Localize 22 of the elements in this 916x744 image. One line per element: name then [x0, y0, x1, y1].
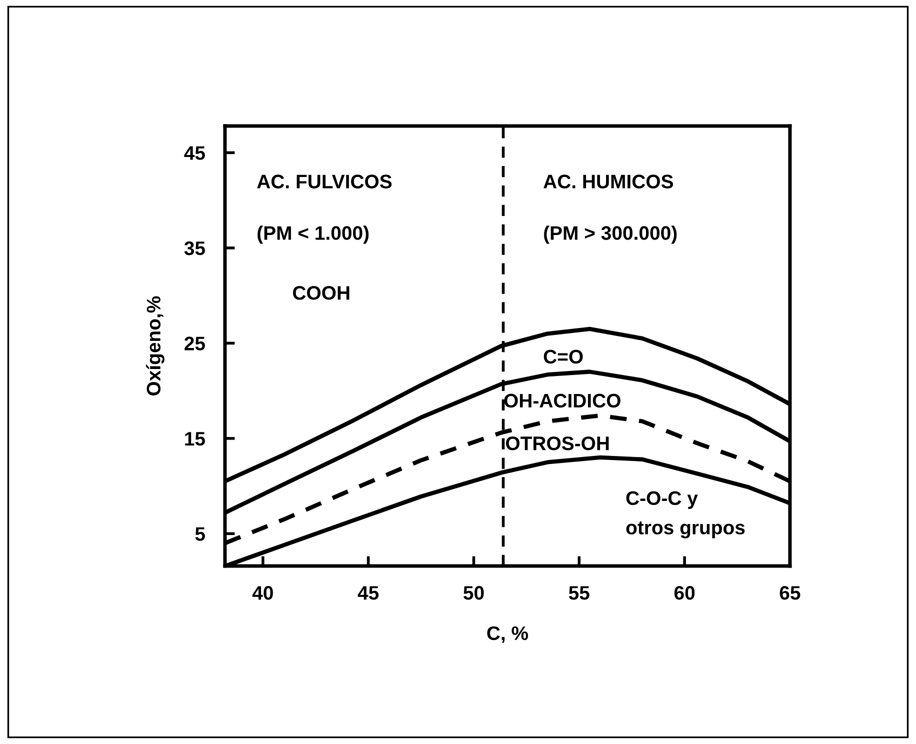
y-axis-title: Oxígeno,% — [146, 296, 164, 396]
x-tick-label: 45 — [358, 586, 379, 600]
annotation: (PM > 300.000) — [544, 226, 677, 244]
y-tick-label: 25 — [184, 336, 205, 350]
x-tick-label: 50 — [464, 586, 484, 600]
annotation: C=O — [544, 350, 583, 364]
annotation: OH-ACIDICO — [504, 394, 620, 408]
annotation: COOH — [293, 286, 350, 300]
x-tick-label: 40 — [252, 586, 273, 600]
y-tick-label: 15 — [185, 432, 205, 446]
annotation: (PM < 1.000) — [258, 226, 369, 244]
annotation: C-O-C y otros grupos — [626, 491, 745, 538]
x-tick-label: 65 — [780, 586, 800, 600]
x-tick-label: 55 — [568, 586, 590, 600]
y-tick-label: 5 — [195, 527, 205, 541]
x-tick-label: 60 — [674, 586, 695, 600]
y-tick-label: 45 — [184, 146, 205, 160]
annotation: AC. HUMICOS — [544, 174, 674, 188]
annotation: AC. FULVICOS — [257, 174, 392, 188]
annotation: OTROS-OH — [506, 436, 609, 450]
x-axis-title: C, % — [487, 626, 528, 643]
y-tick-label: 35 — [184, 241, 205, 256]
